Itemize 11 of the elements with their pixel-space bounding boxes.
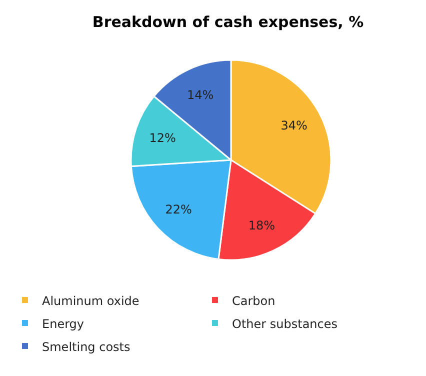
data-label: 12% xyxy=(149,130,176,145)
legend-label: Other substances xyxy=(232,317,338,332)
data-label: 22% xyxy=(165,202,192,216)
chart-title: Breakdown of cash expenses, % xyxy=(92,13,364,31)
legend-label: Carbon xyxy=(232,294,276,308)
legend-label: Energy xyxy=(42,317,84,332)
data-label: 34% xyxy=(280,118,308,133)
data-label: 14% xyxy=(187,88,214,102)
legend-label: Aluminum oxide xyxy=(42,294,140,308)
legend-label: Smelting costs xyxy=(42,340,130,354)
data-label: 18% xyxy=(248,218,275,232)
